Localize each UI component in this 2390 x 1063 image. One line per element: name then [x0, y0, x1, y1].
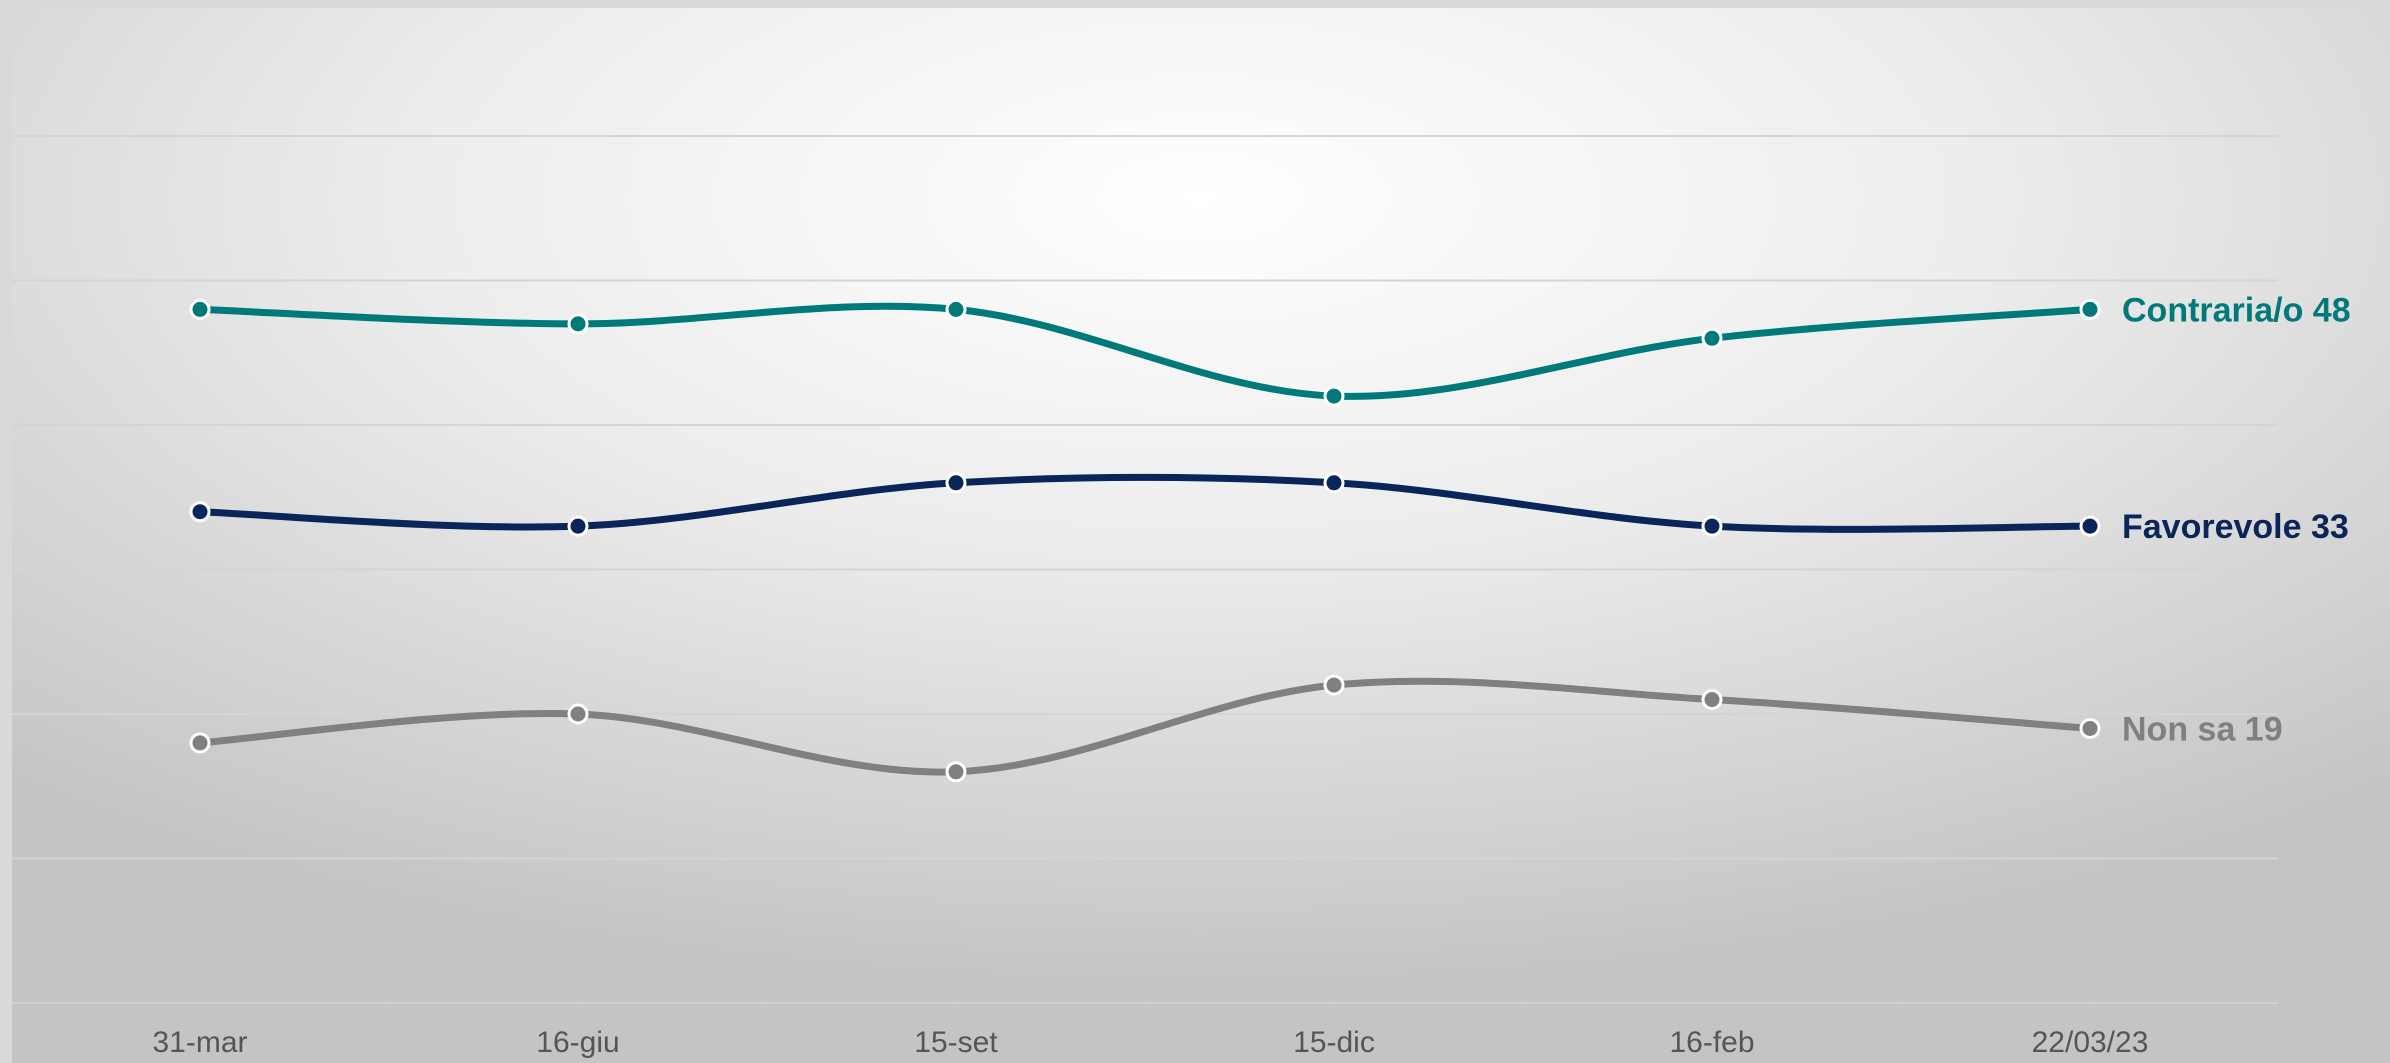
- series-line-favorevole: [196, 473, 2094, 533]
- data-point: [567, 515, 589, 537]
- series-contraria-o: [189, 298, 2101, 407]
- x-tick-label: 22/03/23: [2032, 1026, 2149, 1059]
- x-axis: 31-mar 16-giu 15-set 15-dic 16-feb 22/03/23: [12, 1002, 2278, 1059]
- end-labels: Contraria/o 48 Favorevole 33 Non sa 19: [2122, 291, 2351, 748]
- data-point: [1701, 327, 1723, 349]
- series-line-non-sa: [196, 677, 2094, 776]
- series-group: [189, 298, 2101, 783]
- data-point: [1323, 674, 1345, 696]
- x-tick-label: 15-set: [914, 1026, 998, 1059]
- series-non-sa: [189, 674, 2101, 783]
- data-point: [1323, 472, 1345, 494]
- data-point: [567, 703, 589, 725]
- x-tick-label: 16-feb: [1669, 1026, 1754, 1059]
- data-point: [1701, 689, 1723, 711]
- data-point: [189, 501, 211, 523]
- series-end-label: Favorevole 33: [2122, 508, 2349, 546]
- data-point: [2079, 717, 2101, 739]
- x-tick-label: 31-mar: [152, 1026, 247, 1059]
- series-favorevole: [189, 472, 2101, 537]
- plot-background: [12, 8, 2390, 1063]
- data-point: [1701, 515, 1723, 537]
- series-line-contraria-o: [196, 302, 2094, 400]
- data-point: [189, 732, 211, 754]
- data-point: [945, 761, 967, 783]
- series-end-label: Non sa 19: [2122, 710, 2283, 748]
- gridlines: [12, 135, 2278, 860]
- x-tick-label: 15-dic: [1293, 1026, 1375, 1059]
- data-point: [945, 298, 967, 320]
- data-point: [189, 298, 211, 320]
- data-point: [2079, 515, 2101, 537]
- data-point: [2079, 298, 2101, 320]
- data-point: [945, 472, 967, 494]
- data-point: [1323, 385, 1345, 407]
- series-end-label: Contraria/o 48: [2122, 291, 2351, 329]
- x-tick-label: 16-giu: [536, 1026, 619, 1059]
- data-point: [567, 313, 589, 335]
